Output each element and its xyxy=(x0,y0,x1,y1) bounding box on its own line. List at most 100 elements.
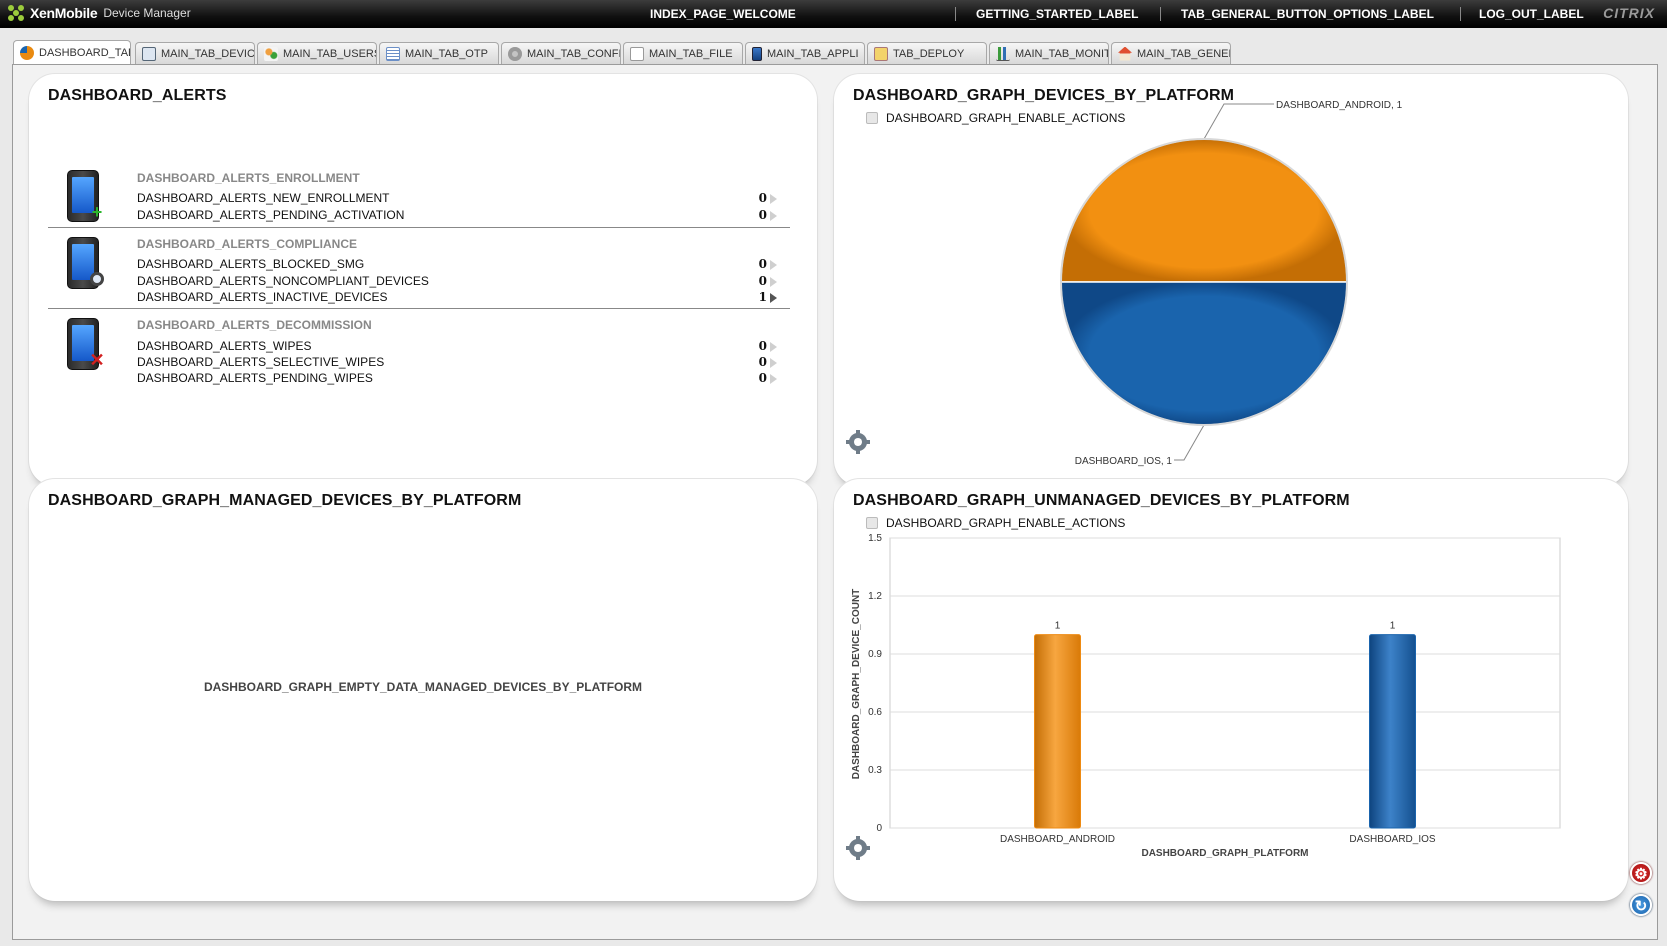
nav-separator xyxy=(1460,7,1461,21)
x-axis-label: DASHBOARD_GRAPH_PLATFORM xyxy=(1141,848,1308,859)
phone-search-icon xyxy=(67,237,104,289)
empty-data-message: DASHBOARD_GRAPH_EMPTY_DATA_MANAGED_DEVIC… xyxy=(203,680,643,694)
alert-row-selective-wipes[interactable]: DASHBOARD_ALERTS_SELECTIVE_WIPES 0 xyxy=(137,355,777,369)
tab-label: MAIN_TAB_GENEF xyxy=(1137,47,1231,60)
alert-count: 0 xyxy=(758,339,767,353)
bar-data-label: 1 xyxy=(1390,621,1396,632)
refresh-icon[interactable]: ↻ xyxy=(1630,894,1652,916)
alert-label: DASHBOARD_ALERTS_BLOCKED_SMG xyxy=(137,257,365,271)
panel-title: DASHBOARD_GRAPH_UNMANAGED_DEVICES_BY_PLA… xyxy=(853,492,1350,509)
alert-count: 1 xyxy=(758,290,767,304)
alert-label: DASHBOARD_ALERTS_NONCOMPLIANT_DEVICES xyxy=(137,274,429,288)
pie-slice xyxy=(1060,138,1348,283)
tab-users[interactable]: MAIN_TAB_USERS xyxy=(257,42,377,64)
arrow-right-icon xyxy=(770,211,777,221)
panel-title: DASHBOARD_GRAPH_MANAGED_DEVICES_BY_PLATF… xyxy=(48,492,522,509)
users-icon xyxy=(264,46,278,61)
y-axis-label: DASHBOARD_GRAPH_DEVICE_COUNT xyxy=(851,589,862,780)
pie-chart: DASHBOARD_ANDROID, 1 DASHBOARD_IOS, 1 xyxy=(1060,100,1403,467)
alert-label: DASHBOARD_ALERTS_INACTIVE_DEVICES xyxy=(137,290,388,304)
alert-row-inactive-devices[interactable]: DASHBOARD_ALERTS_INACTIVE_DEVICES 1 xyxy=(137,290,777,304)
tab-general[interactable]: MAIN_TAB_GENEF xyxy=(1111,42,1231,64)
options-link[interactable]: TAB_GENERAL_BUTTON_OPTIONS_LABEL xyxy=(1181,7,1434,21)
xenmobile-logo-icon xyxy=(8,5,24,21)
y-tick-label: 0.9 xyxy=(868,649,882,660)
tab-otp[interactable]: MAIN_TAB_OTP xyxy=(379,42,499,64)
section-divider xyxy=(48,227,790,228)
alert-label: DASHBOARD_ALERTS_WIPES xyxy=(137,339,312,353)
logout-link[interactable]: LOG_OUT_LABEL xyxy=(1479,7,1584,21)
alert-label: DASHBOARD_ALERTS_SELECTIVE_WIPES xyxy=(137,355,385,369)
alert-row-noncompliant-devices[interactable]: DASHBOARD_ALERTS_NONCOMPLIANT_DEVICES 0 xyxy=(137,274,777,288)
stop-refresh-icon[interactable]: ⚙ xyxy=(1630,862,1652,884)
devices-by-platform-panel: DASHBOARD_GRAPH_DEVICES_BY_PLATFORM DASH… xyxy=(834,74,1628,486)
arrow-right-icon xyxy=(770,374,777,384)
alert-label: DASHBOARD_ALERTS_PENDING_ACTIVATION xyxy=(137,208,405,222)
phone-app-icon xyxy=(752,46,762,61)
pie-chart-icon xyxy=(20,46,34,60)
settings-gear-icon[interactable] xyxy=(846,836,870,860)
section-heading: DASHBOARD_ALERTS_DECOMMISSION xyxy=(137,318,372,332)
arrow-right-icon xyxy=(770,293,777,303)
arrow-right-icon xyxy=(770,358,777,368)
checkbox-label: DASHBOARD_GRAPH_ENABLE_ACTIONS xyxy=(886,516,1126,530)
tab-label: MAIN_TAB_USERS xyxy=(283,47,377,60)
pie-data-label: DASHBOARD_IOS, 1 xyxy=(1075,456,1173,467)
dashboard-content: DASHBOARD_ALERTS + DASHBOARD_ALERTS_ENRO… xyxy=(12,64,1658,940)
alert-count: 0 xyxy=(758,208,767,222)
phone-add-icon: + xyxy=(67,170,102,222)
file-icon xyxy=(630,46,644,61)
alert-count: 0 xyxy=(758,355,767,369)
document-icon xyxy=(386,46,400,61)
tab-file[interactable]: MAIN_TAB_FILE xyxy=(623,42,743,64)
tab-dashboard[interactable]: DASHBOARD_TAB xyxy=(13,40,131,65)
panel-title: DASHBOARD_ALERTS xyxy=(48,87,227,104)
alert-label: DASHBOARD_ALERTS_PENDING_WIPES xyxy=(137,371,373,385)
arrow-right-icon xyxy=(770,194,777,204)
x-tick-label: DASHBOARD_ANDROID xyxy=(1000,834,1115,845)
tab-configure[interactable]: MAIN_TAB_CONFI xyxy=(501,42,621,64)
alerts-section-compliance xyxy=(48,237,786,293)
alert-row-pending-activation[interactable]: DASHBOARD_ALERTS_PENDING_ACTIVATION 0 xyxy=(137,208,777,222)
section-divider xyxy=(48,308,790,309)
section-heading: DASHBOARD_ALERTS_COMPLIANCE xyxy=(137,237,358,251)
managed-devices-panel: DASHBOARD_GRAPH_MANAGED_DEVICES_BY_PLATF… xyxy=(29,479,817,901)
pie-slice xyxy=(1060,281,1348,426)
tab-monitor[interactable]: MAIN_TAB_MONIT xyxy=(989,42,1109,64)
gear-icon xyxy=(508,46,522,61)
bar-data-label: 1 xyxy=(1055,621,1061,632)
tab-label: MAIN_TAB_MONIT xyxy=(1015,47,1109,60)
tab-label: MAIN_TAB_DEVIC xyxy=(161,47,255,60)
bar xyxy=(1034,634,1081,829)
checkbox-box[interactable] xyxy=(866,517,878,529)
settings-gear-icon[interactable] xyxy=(846,430,870,454)
arrow-right-icon xyxy=(770,277,777,287)
arrow-right-icon xyxy=(770,342,777,352)
getting-started-link[interactable]: GETTING_STARTED_LABEL xyxy=(976,7,1139,21)
alerts-section-enrollment: + xyxy=(48,170,786,226)
tab-devices[interactable]: MAIN_TAB_DEVIC xyxy=(135,42,255,64)
enable-actions-checkbox[interactable]: DASHBOARD_GRAPH_ENABLE_ACTIONS xyxy=(866,516,1125,530)
y-tick-label: 1.5 xyxy=(868,533,882,544)
welcome-label: INDEX_PAGE_WELCOME xyxy=(650,7,796,21)
unmanaged-devices-panel: DASHBOARD_GRAPH_UNMANAGED_DEVICES_BY_PLA… xyxy=(834,479,1628,901)
phone-remove-icon: ✕ xyxy=(67,318,105,370)
alert-label: DASHBOARD_ALERTS_NEW_ENROLLMENT xyxy=(137,191,390,205)
alert-count: 0 xyxy=(758,274,767,288)
deploy-icon xyxy=(874,46,888,61)
alerts-panel: DASHBOARD_ALERTS + DASHBOARD_ALERTS_ENRO… xyxy=(29,74,817,486)
tab-deploy[interactable]: TAB_DEPLOY xyxy=(867,42,987,64)
tab-applications[interactable]: MAIN_TAB_APPLI xyxy=(745,42,865,64)
pie-outline xyxy=(1060,138,1348,426)
brand-subtitle: Device Manager xyxy=(103,6,191,20)
alert-row-new-enrollment[interactable]: DASHBOARD_ALERTS_NEW_ENROLLMENT 0 xyxy=(137,191,777,205)
alert-row-wipes[interactable]: DASHBOARD_ALERTS_WIPES 0 xyxy=(137,339,777,353)
checkbox-label: DASHBOARD_GRAPH_ENABLE_ACTIONS xyxy=(886,111,1126,125)
alert-row-blocked-smg[interactable]: DASHBOARD_ALERTS_BLOCKED_SMG 0 xyxy=(137,257,777,271)
bar xyxy=(1369,634,1416,829)
alert-row-pending-wipes[interactable]: DASHBOARD_ALERTS_PENDING_WIPES 0 xyxy=(137,371,777,385)
enable-actions-checkbox[interactable]: DASHBOARD_GRAPH_ENABLE_ACTIONS xyxy=(866,111,1125,125)
tab-label: MAIN_TAB_OTP xyxy=(405,47,488,60)
checkbox-box[interactable] xyxy=(866,112,878,124)
y-tick-label: 0.3 xyxy=(868,765,882,776)
